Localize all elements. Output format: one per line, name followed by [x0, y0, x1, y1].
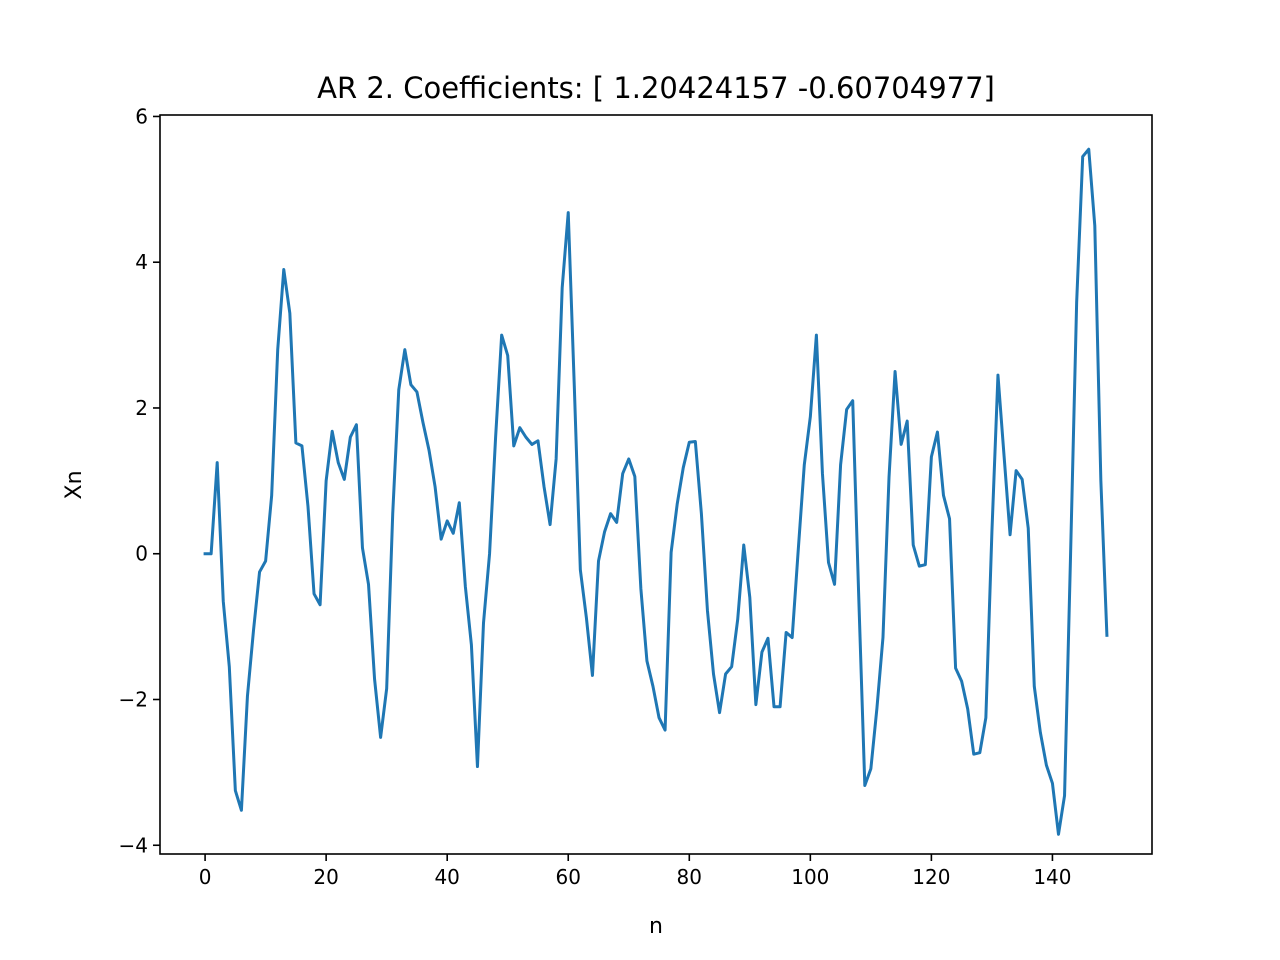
x-tick-label: 20: [313, 865, 338, 889]
x-axis-ticks: 0 20 40 60 80 100 120 140: [199, 854, 1072, 889]
y-axis-label: Xn: [62, 470, 87, 499]
x-tick-label: 60: [556, 865, 581, 889]
x-tick-label: 40: [434, 865, 459, 889]
x-tick-label: 140: [1033, 865, 1071, 889]
y-axis-ticks: −4 −2 0 2 4 6: [119, 104, 160, 857]
chart-title: AR 2. Coefficients: [ 1.20424157 -0.6070…: [317, 71, 995, 105]
plot-area: [203, 147, 1109, 836]
x-axis-label: n: [649, 914, 663, 939]
y-tick-label: 2: [135, 396, 148, 420]
x-tick-label: 100: [791, 865, 829, 889]
y-tick-label: −2: [119, 687, 148, 711]
y-tick-label: −4: [119, 833, 148, 857]
plot-frame: [159, 114, 1153, 855]
series-line-1: [203, 147, 1109, 836]
x-tick-label: 0: [199, 865, 212, 889]
x-tick-label: 80: [677, 865, 702, 889]
y-tick-label: 4: [135, 250, 148, 274]
y-tick-label: 6: [135, 104, 148, 128]
x-tick-label: 120: [912, 865, 950, 889]
y-tick-label: 0: [135, 542, 148, 566]
